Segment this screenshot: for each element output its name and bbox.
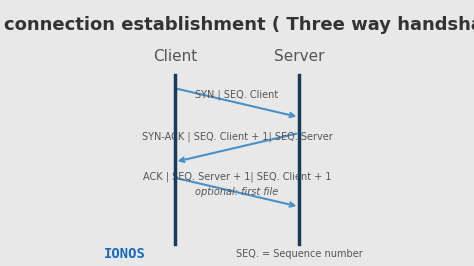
Text: TCP connection establishment ( Three way handshake): TCP connection establishment ( Three way… [0, 16, 474, 34]
Text: IONOS: IONOS [104, 247, 146, 261]
Text: ACK | SEQ. Server + 1| SEQ. Client + 1: ACK | SEQ. Server + 1| SEQ. Client + 1 [143, 171, 331, 182]
Text: SYN-ACK | SEQ. Client + 1| SEQ. Server: SYN-ACK | SEQ. Client + 1| SEQ. Server [142, 132, 332, 142]
Text: Server: Server [274, 49, 324, 64]
Text: Client: Client [153, 49, 197, 64]
Text: SYN | SEQ. Client: SYN | SEQ. Client [195, 90, 279, 100]
Text: SEQ. = Sequence number: SEQ. = Sequence number [236, 249, 363, 259]
Text: optional: first file: optional: first file [195, 187, 279, 197]
